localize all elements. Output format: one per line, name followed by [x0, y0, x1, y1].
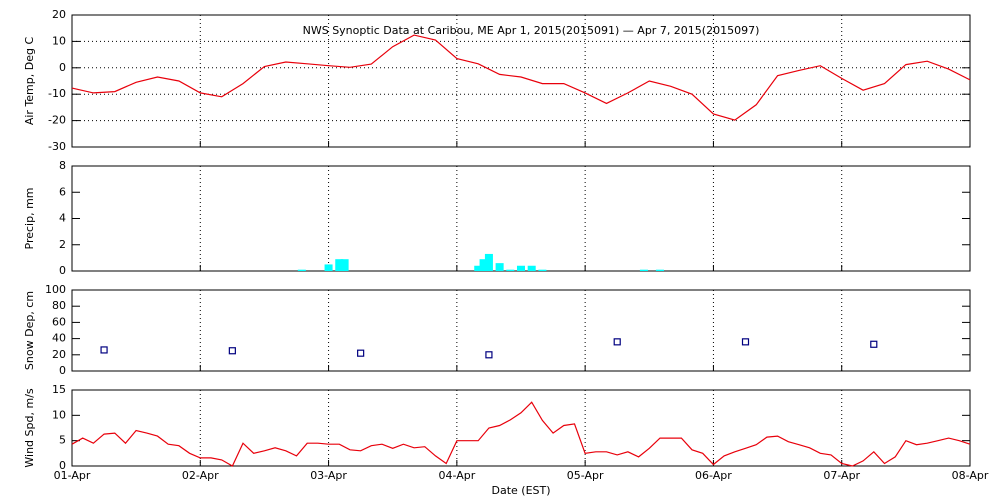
y-tick-label: 5 [59, 434, 66, 447]
bar [538, 269, 547, 271]
bar [324, 264, 333, 271]
y-tick-label: -10 [48, 87, 66, 100]
bar [335, 259, 344, 271]
point [870, 340, 878, 348]
y-axis-label: Wind Spd, m/s [23, 388, 36, 468]
bar [655, 269, 664, 271]
y-axis-label: Air Temp, Deg C [23, 37, 36, 126]
data-line [71, 401, 971, 467]
bar [479, 259, 488, 271]
y-tick-label: 20 [52, 348, 66, 361]
bar [639, 269, 648, 271]
y-tick-label: 100 [45, 283, 66, 296]
y-tick-label: 40 [52, 332, 66, 345]
y-tick-label: 6 [59, 185, 66, 198]
y-tick-label: 20 [52, 8, 66, 21]
bar [516, 265, 526, 271]
y-tick-label: 0 [59, 264, 66, 277]
point [485, 351, 493, 359]
x-tick-label: 08-Apr [952, 469, 989, 482]
y-tick-label: -30 [48, 140, 66, 153]
y-tick-label: 15 [52, 383, 66, 396]
point [613, 338, 621, 346]
bar [484, 253, 493, 271]
y-tick-label: 0 [59, 459, 66, 472]
y-tick-label: 80 [52, 299, 66, 312]
y-tick-label: 4 [59, 212, 66, 225]
x-tick-label: 05-Apr [567, 469, 604, 482]
point [357, 349, 365, 357]
y-tick-label: 10 [52, 408, 66, 421]
bar [495, 263, 504, 271]
point [100, 346, 108, 354]
y-tick-label: 2 [59, 238, 66, 251]
y-axis-label: Precip, mm [23, 188, 36, 250]
point [228, 347, 236, 355]
y-tick-label: 0 [59, 364, 66, 377]
x-tick-label: 04-Apr [438, 469, 475, 482]
plot-frame [71, 165, 971, 272]
plot-frame [71, 289, 971, 372]
bar [506, 269, 515, 271]
y-tick-label: 8 [59, 159, 66, 172]
point [741, 338, 750, 346]
bar [297, 269, 306, 271]
bar [474, 265, 483, 271]
y-tick-label: 10 [52, 34, 66, 47]
bar [340, 259, 349, 271]
x-tick-label: 03-Apr [310, 469, 347, 482]
y-tick-label: -20 [48, 114, 66, 127]
plot-frame [71, 389, 971, 467]
x-tick-label: 07-Apr [823, 469, 860, 482]
x-tick-label: 06-Apr [695, 469, 732, 482]
x-axis-label: Date (EST) [491, 484, 550, 497]
x-tick-label: 01-Apr [54, 469, 91, 482]
data-line [71, 34, 971, 121]
chart-title: NWS Synoptic Data at Caribou, ME Apr 1, … [303, 24, 760, 37]
y-axis-label: Snow Dep, cm [23, 291, 36, 370]
x-tick-label: 02-Apr [182, 469, 219, 482]
y-tick-label: 0 [59, 61, 66, 74]
y-tick-label: 60 [52, 315, 66, 328]
bar [527, 265, 536, 271]
